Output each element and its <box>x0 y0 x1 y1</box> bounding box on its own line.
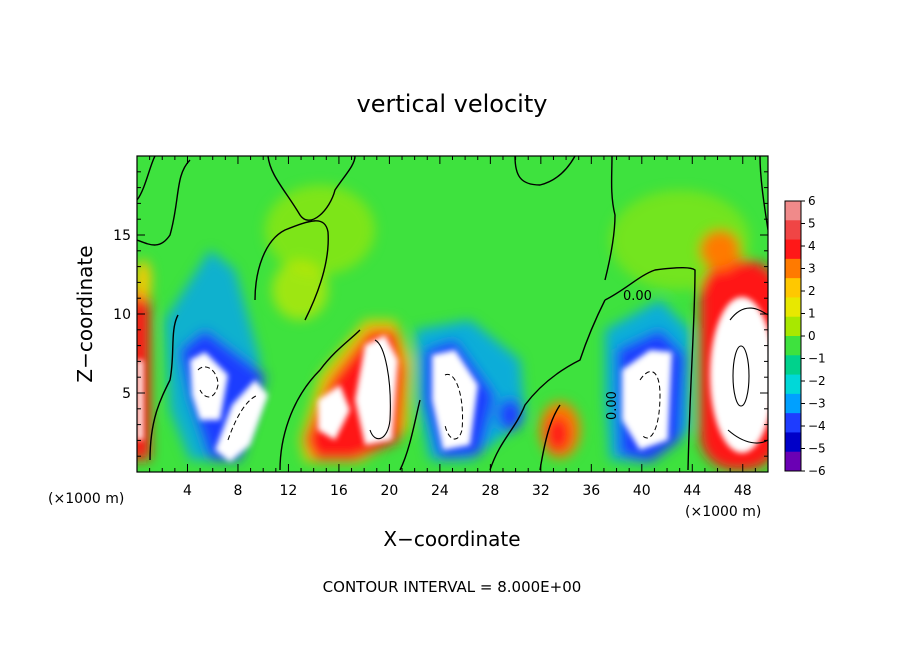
colorbar-label: 4 <box>808 239 816 253</box>
zero-contours <box>137 156 768 471</box>
x-axis-label: X−coordinate <box>383 527 520 551</box>
colorbar-swatch <box>785 201 801 221</box>
x-tick-label: 20 <box>380 483 398 499</box>
field-cores <box>137 297 768 462</box>
colorbar-label: −4 <box>808 419 826 433</box>
x-tick-label: 12 <box>280 483 298 499</box>
negative-contours <box>197 366 661 441</box>
colorbar-label: 1 <box>808 307 816 321</box>
y-ticks: 5 10 15 <box>113 171 768 457</box>
colorbar-label: −5 <box>808 442 826 456</box>
colorbar-label: −3 <box>808 397 826 411</box>
x-tick-label: 8 <box>233 483 242 499</box>
colorbar-swatch <box>785 451 801 472</box>
chart-title: vertical velocity <box>357 90 548 118</box>
contour-labels: 0.00 0.00 <box>605 289 652 420</box>
x-ticks: 4 8 12 16 20 24 28 32 36 40 44 48 <box>149 156 756 499</box>
x-tick-label: 44 <box>683 483 701 499</box>
colorbar-label: 6 <box>808 194 816 208</box>
colorbar-label: −1 <box>808 352 826 366</box>
colorbar-swatch <box>785 336 801 356</box>
y-tick-label: 10 <box>113 307 131 323</box>
colorbar-label: 3 <box>808 262 816 276</box>
plot-area: 0.00 0.00 <box>137 156 768 472</box>
colorbar-label: 2 <box>808 284 816 298</box>
colorbar-swatch <box>785 258 801 279</box>
colorbar-label: −6 <box>808 464 826 478</box>
colorbar-swatch <box>785 278 801 298</box>
x-tick-label: 32 <box>532 483 550 499</box>
colorbar-swatch <box>785 239 801 260</box>
x-tick-label: 24 <box>431 483 449 499</box>
colorbar-swatch <box>785 316 801 337</box>
x-unit-left: (×1000 m) <box>48 491 124 507</box>
x-tick-label: 40 <box>633 483 651 499</box>
colorbar-swatch <box>785 432 801 453</box>
colorbar-label: −2 <box>808 374 826 388</box>
colorbar: 6 5 4 3 2 1 0 −1 −2 −3 −4 −5 −6 <box>784 194 826 478</box>
x-unit-right: (×1000 m) <box>685 504 761 520</box>
y-axis-label: Z−coordinate <box>73 245 97 382</box>
colorbar-label: 0 <box>808 329 816 343</box>
x-tick-label: 16 <box>330 483 348 499</box>
y-tick-label: 5 <box>122 386 131 402</box>
colorbar-swatch <box>785 393 801 414</box>
colorbar-label: 5 <box>808 217 816 231</box>
colorbar-swatch <box>785 297 801 318</box>
contour-label-top: 0.00 <box>623 289 652 304</box>
contour-label-left: 0.00 <box>605 391 620 420</box>
colorbar-swatch <box>785 355 801 376</box>
contour-interval-note: CONTOUR INTERVAL = 8.000E+00 <box>323 578 582 596</box>
x-tick-label: 28 <box>481 483 499 499</box>
x-tick-label: 36 <box>582 483 600 499</box>
x-tick-label: 48 <box>734 483 752 499</box>
x-tick-label: 4 <box>183 483 192 499</box>
colorbar-swatch <box>785 374 801 395</box>
colorbar-swatch <box>785 413 801 433</box>
y-tick-label: 15 <box>113 228 131 244</box>
colorbar-swatch <box>785 220 801 241</box>
